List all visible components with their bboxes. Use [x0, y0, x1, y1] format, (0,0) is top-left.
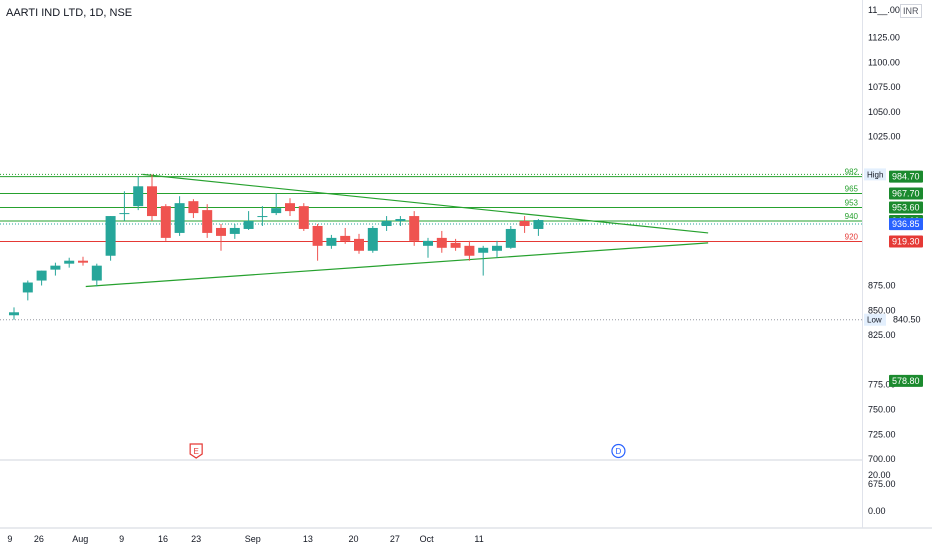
- candle-body: [22, 282, 33, 293]
- candle-body: [147, 186, 157, 217]
- candle-body: [395, 219, 406, 222]
- candle-body: [354, 238, 364, 251]
- candle-body: [160, 206, 171, 238]
- indicator-tick-label: 0.00: [868, 506, 886, 516]
- price-tick-label: 1100.00: [868, 57, 900, 67]
- time-tick-label: 26: [34, 534, 44, 544]
- event-marker-letter: E: [193, 447, 198, 456]
- candle-body: [492, 245, 502, 251]
- time-tick-label: 13: [303, 534, 313, 544]
- candle-body: [450, 242, 461, 248]
- candle-body: [533, 220, 544, 229]
- time-tick-label: 9: [119, 534, 124, 544]
- time-tick-label: 20: [348, 534, 358, 544]
- candle-body: [409, 216, 420, 241]
- level-label: 982: [845, 168, 859, 177]
- earnings-marker: [189, 443, 203, 459]
- price-badge-text: 967.70: [892, 189, 920, 199]
- price-tick-label: 750.00: [868, 405, 896, 415]
- candle-body: [464, 245, 475, 256]
- candle-body: [326, 237, 337, 246]
- level-label: 953: [845, 199, 859, 208]
- candle-body: [174, 203, 185, 233]
- high-low-tag-text: High: [867, 170, 883, 179]
- candle-body: [298, 206, 309, 229]
- price-tick-label: 1050.00: [868, 107, 901, 117]
- candle-body: [478, 247, 489, 253]
- high-low-tag: [864, 313, 886, 326]
- time-tick-label: 9: [7, 534, 12, 544]
- candle-body: [243, 221, 254, 229]
- time-tick-label: Aug: [72, 534, 88, 544]
- candle-body: [229, 227, 240, 234]
- price-badge-text: 919.30: [892, 237, 920, 247]
- candle-body: [340, 235, 351, 241]
- price-badge-text: 953.60: [892, 203, 920, 213]
- price-badge: [889, 374, 923, 387]
- price-tick-label: 700.00: [868, 454, 896, 464]
- candle-body: [436, 237, 447, 248]
- high-low-tag-text: Low: [867, 316, 882, 325]
- price-tick-label: 850.00: [868, 305, 896, 315]
- candle-body: [91, 265, 102, 281]
- price-badge: [889, 235, 923, 248]
- candle-body: [505, 228, 516, 248]
- price-tick-label: 675.00: [868, 479, 896, 489]
- time-tick-label: Sep: [245, 534, 261, 544]
- price-tick-label: 875.00: [868, 281, 896, 291]
- candle-body: [519, 221, 530, 226]
- high-low-value: 840.50: [893, 315, 921, 325]
- price-badge-text: 936.85: [892, 219, 920, 229]
- candle-body: [202, 210, 213, 233]
- price-tick-label: 825.00: [868, 330, 896, 340]
- candle-body: [119, 213, 130, 215]
- candle-body: [423, 240, 433, 246]
- price-badge: [889, 201, 923, 214]
- price-tick-label: 725.00: [868, 429, 896, 439]
- time-tick-label: 27: [390, 534, 400, 544]
- price-tick-label: 1125.00: [868, 33, 900, 43]
- price-badge-text: 984.70: [892, 172, 920, 182]
- high-low-tag: [864, 168, 886, 181]
- candle-body: [381, 221, 392, 226]
- candle-body: [9, 312, 19, 316]
- level-label: 920: [845, 233, 859, 242]
- price-badge: [889, 187, 923, 200]
- level-label: 965: [845, 185, 859, 194]
- candle-body: [257, 216, 268, 218]
- event-marker-letter: D: [616, 447, 622, 456]
- price-tick-label: 775.00: [868, 380, 896, 390]
- price-tick-label: 1025.00: [868, 132, 901, 142]
- candle-body: [271, 208, 282, 214]
- candle-body: [367, 227, 378, 251]
- candle-body: [50, 265, 61, 270]
- candle-body: [188, 201, 199, 214]
- currency-label[interactable]: INR: [900, 4, 922, 18]
- price-badge-text: 578.80: [892, 376, 920, 386]
- candle-body: [133, 186, 144, 207]
- candle-body: [216, 227, 226, 236]
- symbol-title: AARTI IND LTD, 1D, NSE: [6, 7, 133, 19]
- candle-body: [285, 203, 295, 212]
- time-tick-label: 11: [474, 534, 483, 544]
- candle-body: [105, 216, 116, 256]
- level-label: 940: [845, 212, 859, 221]
- candle-body: [36, 270, 47, 281]
- trendline: [142, 173, 709, 234]
- price-badge: [889, 218, 923, 231]
- time-tick-label: Oct: [420, 534, 435, 544]
- candle-body: [312, 225, 323, 246]
- dividend-marker: [611, 443, 626, 459]
- price-tick-label: 1075.00: [868, 82, 901, 92]
- price-badge: [889, 170, 923, 183]
- candle-body: [78, 260, 88, 263]
- time-tick-label: 23: [191, 534, 201, 544]
- trendline: [85, 242, 709, 288]
- candle-body: [64, 260, 75, 264]
- time-tick-label: 16: [158, 534, 168, 544]
- indicator-tick-label: 20.00: [868, 470, 891, 480]
- price-tick-label: 11__.00: [868, 5, 900, 15]
